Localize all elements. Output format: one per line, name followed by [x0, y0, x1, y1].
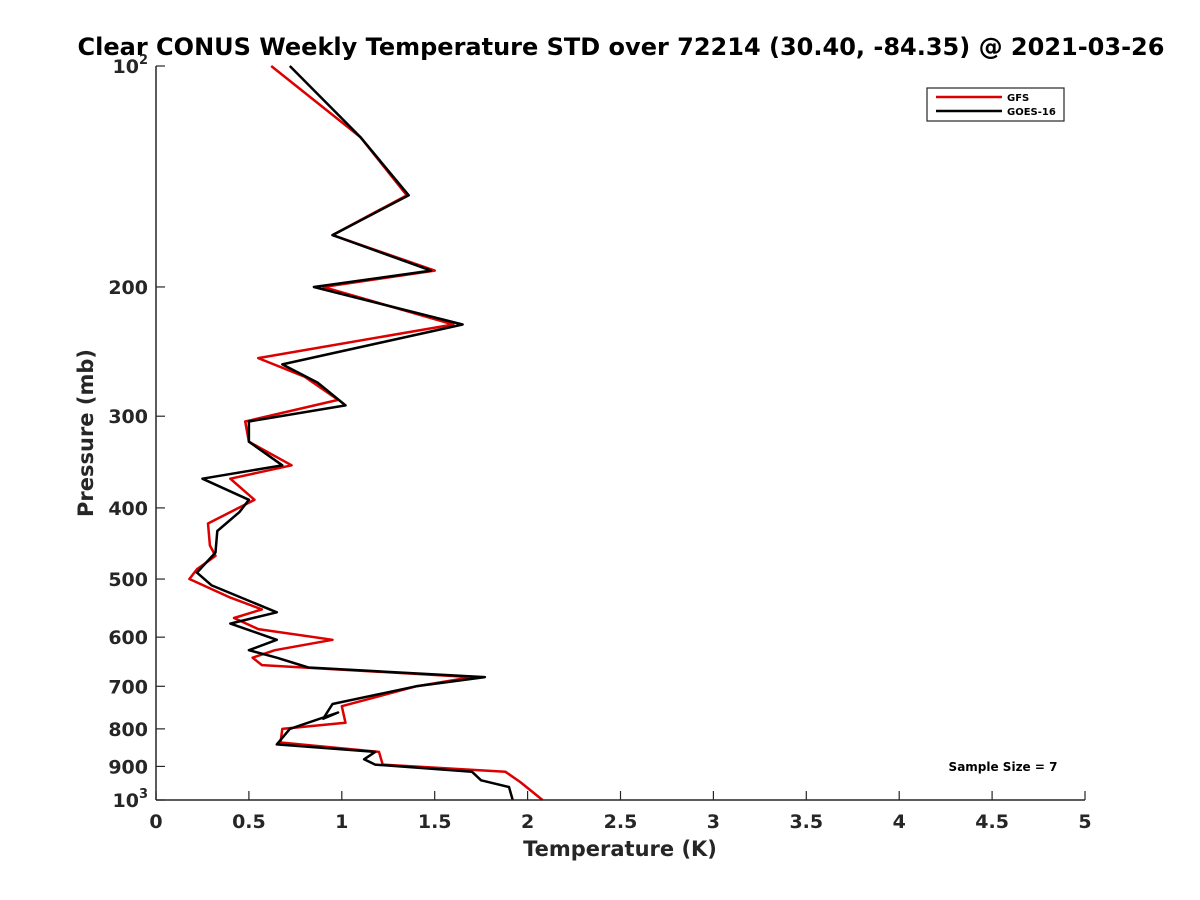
plot-area	[188, 65, 544, 801]
series-line-gfs	[188, 65, 544, 801]
legend-box	[926, 87, 1065, 122]
y-tick-label: 700	[108, 676, 148, 698]
x-tick-label: 1	[335, 811, 348, 833]
y-tick-label: 400	[108, 498, 148, 520]
y-tick-label: 800	[108, 719, 148, 741]
y-tick-label: 500	[108, 569, 148, 591]
y-tick-label: 600	[108, 627, 148, 649]
sample-size-annotation: Sample Size = 7	[949, 760, 1058, 774]
x-tick-label: 2.5	[604, 811, 638, 833]
legend: GFS GOES-16	[926, 87, 1065, 122]
x-axis-ticks: 0 0.5 1 1.5 2 2.5 3 3.5 4 4.5 5	[149, 791, 1092, 833]
x-tick-label: 0	[149, 811, 162, 833]
x-tick-label: 3.5	[789, 811, 823, 833]
x-tick-label: 5	[1078, 811, 1091, 833]
y-axis-ticks: 102 200 300 400 500 600 700 800 900 103	[108, 53, 165, 812]
y-tick-label: 300	[108, 406, 148, 428]
series-line-goes16	[195, 65, 514, 801]
x-tick-label: 1.5	[418, 811, 452, 833]
axes	[155, 66, 1085, 801]
y-axis-label: Pressure (mb)	[74, 349, 98, 517]
y-tick-label: 102	[113, 53, 149, 78]
x-tick-label: 3	[707, 811, 720, 833]
legend-label-gfs: GFS	[1007, 93, 1029, 104]
legend-label-goes16: GOES-16	[1007, 107, 1056, 118]
y-tick-label: 103	[113, 787, 149, 812]
x-tick-label: 4	[893, 811, 906, 833]
x-tick-label: 0.5	[232, 811, 266, 833]
y-tick-label: 200	[108, 277, 148, 299]
x-tick-label: 2	[521, 811, 534, 833]
x-tick-label: 4.5	[975, 811, 1009, 833]
x-axis-label: Temperature (K)	[523, 837, 717, 861]
y-tick-label: 900	[108, 756, 148, 778]
chart-title: Clear CONUS Weekly Temperature STD over …	[78, 33, 1165, 61]
